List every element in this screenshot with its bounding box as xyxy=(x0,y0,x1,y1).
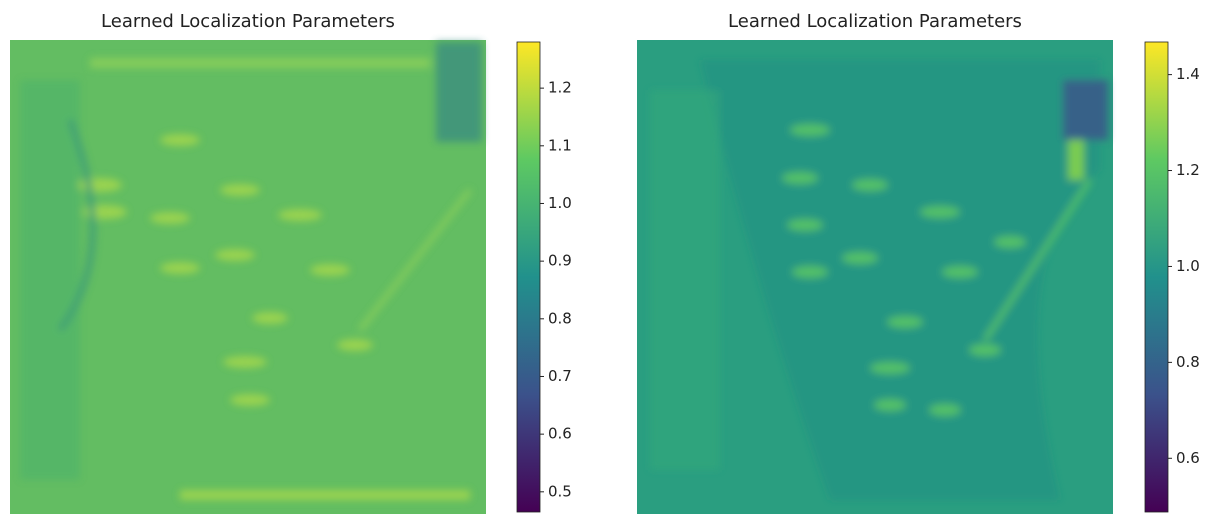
colorbar-tick-label: 0.8 xyxy=(548,309,572,327)
colorbar-tick-label: 1.2 xyxy=(1176,161,1200,179)
chart-title: Learned Localization Parameters xyxy=(728,11,1022,32)
colorbar xyxy=(1145,42,1168,512)
colorbar-tick-label: 0.8 xyxy=(1176,353,1200,371)
figure: Learned Localization Parameters 0.5 0.6 0.7… xyxy=(0,0,1211,514)
colorbar-tick-label: 1.0 xyxy=(1176,257,1200,275)
colorbar-tick-label: 0.7 xyxy=(548,367,572,385)
colorbar-tick-label: 0.5 xyxy=(548,482,572,500)
colorbar-tick-label: 1.4 xyxy=(1176,65,1200,83)
chart-title: Learned Localization Parameters xyxy=(101,11,395,32)
colorbar-tick-label: 1.1 xyxy=(548,136,572,154)
colorbar xyxy=(517,42,540,512)
colorbar-tick-label: 0.6 xyxy=(1176,449,1200,467)
colorbar-tick-label: 0.9 xyxy=(548,252,572,270)
heatmap-image xyxy=(10,40,486,514)
heatmap-image xyxy=(637,40,1113,514)
colorbar-tick-label: 0.6 xyxy=(548,425,572,443)
colorbar-tick-label: 1.0 xyxy=(548,194,572,212)
colorbar-tick-label: 1.2 xyxy=(548,79,572,97)
